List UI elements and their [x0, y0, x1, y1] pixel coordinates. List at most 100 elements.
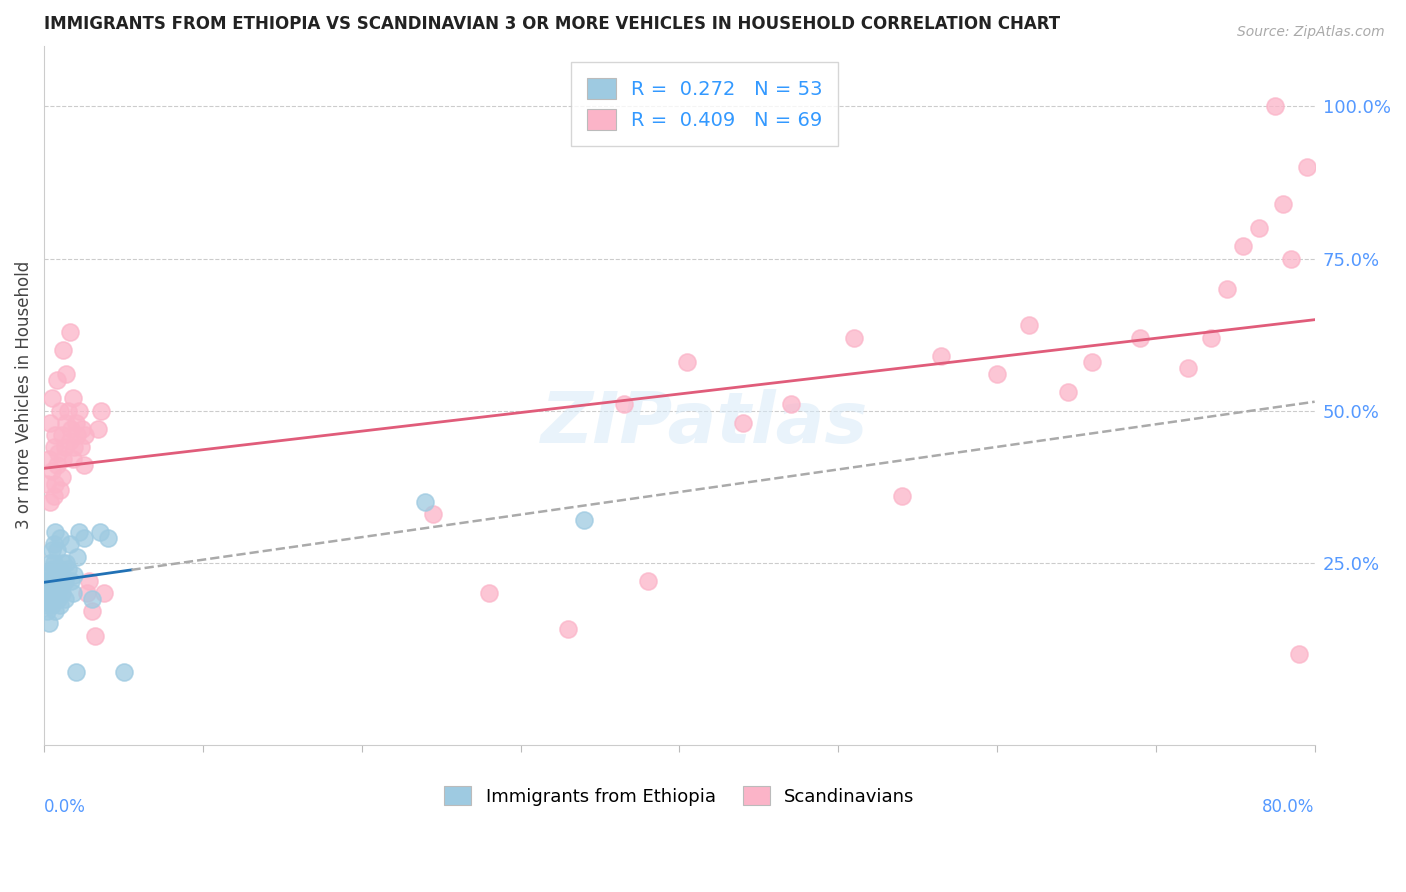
Point: [58, 325, 80, 339]
Point: [1201, 330, 1223, 344]
Point: [52, 574, 75, 588]
Point: [44, 476, 66, 491]
Point: [63, 440, 86, 454]
Point: [55, 416, 77, 430]
Point: [62, 586, 84, 600]
Point: [73, 531, 96, 545]
Point: [41, 543, 63, 558]
Point: [39, 574, 62, 588]
Point: [613, 397, 636, 411]
Point: [557, 623, 579, 637]
Point: [42, 537, 65, 551]
Point: [76, 586, 98, 600]
Point: [63, 567, 86, 582]
Point: [53, 592, 76, 607]
Point: [97, 531, 120, 545]
Point: [1216, 282, 1239, 296]
Point: [80, 592, 103, 607]
Point: [42, 574, 65, 588]
Point: [39, 416, 62, 430]
Point: [1249, 221, 1271, 235]
Point: [112, 665, 135, 679]
Point: [44, 525, 66, 540]
Point: [45, 458, 67, 473]
Point: [1018, 318, 1040, 333]
Point: [41, 392, 63, 406]
Point: [1264, 99, 1286, 113]
Point: [44, 604, 66, 618]
Point: [58, 434, 80, 448]
Point: [38, 586, 60, 600]
Point: [45, 562, 67, 576]
Point: [413, 495, 436, 509]
Point: [45, 543, 67, 558]
Point: [51, 586, 73, 600]
Point: [39, 592, 62, 607]
Point: [65, 416, 87, 430]
Text: Source: ZipAtlas.com: Source: ZipAtlas.com: [1237, 25, 1385, 39]
Point: [48, 592, 70, 607]
Point: [60, 422, 83, 436]
Point: [39, 556, 62, 570]
Point: [38, 616, 60, 631]
Point: [90, 403, 112, 417]
Point: [1288, 647, 1310, 661]
Legend: R =  0.272   N = 53, R =  0.409   N = 69: R = 0.272 N = 53, R = 0.409 N = 69: [571, 62, 838, 145]
Point: [45, 580, 67, 594]
Point: [41, 580, 63, 594]
Point: [53, 440, 76, 454]
Point: [49, 598, 72, 612]
Point: [53, 574, 76, 588]
Point: [1295, 161, 1317, 175]
Point: [45, 373, 67, 387]
Point: [51, 428, 73, 442]
Point: [75, 428, 97, 442]
Point: [842, 330, 865, 344]
Point: [38, 567, 60, 582]
Point: [87, 422, 110, 436]
Point: [1232, 239, 1254, 253]
Point: [41, 464, 63, 478]
Point: [37, 574, 59, 588]
Point: [676, 355, 699, 369]
Point: [67, 525, 90, 540]
Point: [41, 598, 63, 612]
Point: [67, 403, 90, 417]
Point: [1057, 385, 1080, 400]
Point: [731, 416, 754, 430]
Point: [42, 489, 65, 503]
Point: [39, 495, 62, 509]
Point: [93, 586, 115, 600]
Point: [84, 629, 107, 643]
Point: [89, 525, 111, 540]
Point: [37, 476, 59, 491]
Point: [37, 604, 59, 618]
Point: [49, 531, 72, 545]
Point: [35, 598, 58, 612]
Point: [478, 586, 501, 600]
Point: [42, 440, 65, 454]
Point: [1279, 252, 1302, 266]
Point: [779, 397, 801, 411]
Point: [62, 452, 84, 467]
Text: 80.0%: 80.0%: [1263, 797, 1315, 815]
Point: [55, 367, 77, 381]
Point: [51, 567, 73, 582]
Point: [1177, 361, 1199, 376]
Point: [44, 586, 66, 600]
Point: [55, 556, 77, 570]
Text: IMMIGRANTS FROM ETHIOPIA VS SCANDINAVIAN 3 OR MORE VEHICLES IN HOUSEHOLD CORRELA: IMMIGRANTS FROM ETHIOPIA VS SCANDINAVIAN…: [44, 15, 1060, 33]
Point: [56, 403, 79, 417]
Point: [42, 556, 65, 570]
Point: [49, 580, 72, 594]
Point: [58, 537, 80, 551]
Point: [44, 567, 66, 582]
Point: [62, 392, 84, 406]
Point: [49, 562, 72, 576]
Point: [1129, 330, 1152, 344]
Point: [52, 556, 75, 570]
Point: [422, 507, 444, 521]
Point: [49, 403, 72, 417]
Y-axis label: 3 or more Vehicles in Household: 3 or more Vehicles in Household: [15, 261, 32, 530]
Point: [51, 470, 73, 484]
